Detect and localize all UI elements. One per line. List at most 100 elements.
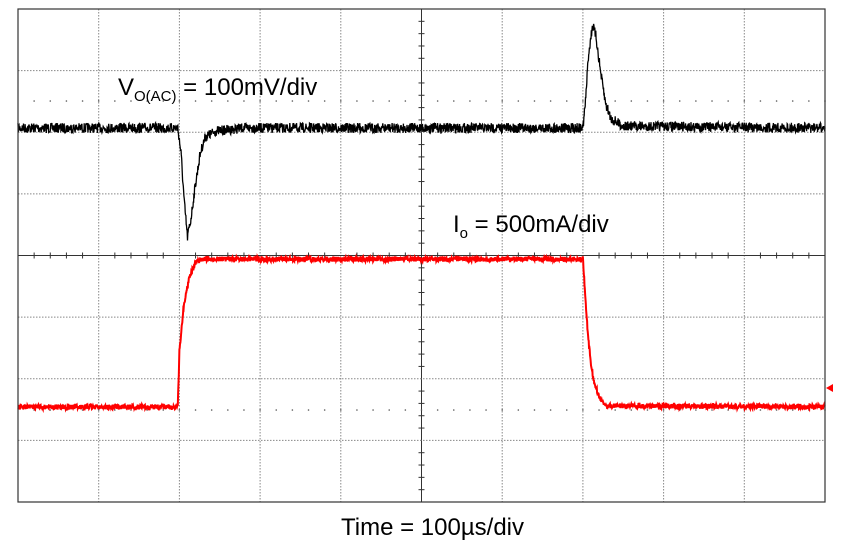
reference-dot (146, 100, 148, 102)
current-label-name: I (453, 211, 460, 238)
reference-dot (114, 100, 116, 102)
reference-dot (517, 100, 520, 102)
reference-dot (227, 409, 229, 411)
current-scale-label: Io = 500mA/div (453, 211, 609, 242)
reference-dot (808, 100, 810, 102)
reference-dot (630, 409, 633, 411)
reference-dot (162, 409, 165, 411)
reference-dot (646, 409, 649, 411)
reference-dot (614, 100, 616, 102)
reference-dot (646, 100, 649, 102)
reference-dot (243, 409, 245, 411)
reference-dot (291, 409, 294, 411)
reference-dot (291, 100, 294, 102)
reference-dot (49, 409, 52, 411)
reference-dot (323, 409, 326, 411)
reference-dot (275, 100, 278, 102)
current-label-scale: = 500mA/div (468, 211, 609, 238)
reference-dot (388, 409, 391, 411)
reference-dot (662, 409, 665, 411)
reference-dot (97, 100, 100, 102)
reference-dot (210, 409, 213, 411)
x-axis-label: Time = 100µs/div (341, 514, 525, 541)
voltage-label-sub: O(AC) (134, 88, 177, 105)
reference-dot (743, 100, 746, 102)
reference-dot (404, 100, 407, 102)
reference-dot (130, 100, 132, 102)
reference-dot (436, 409, 439, 411)
reference-dot (97, 409, 100, 411)
reference-dot (388, 100, 391, 102)
channel-2-ground-marker (826, 384, 833, 392)
reference-dot (372, 409, 374, 411)
reference-dot (565, 409, 568, 411)
reference-dot (533, 409, 536, 411)
reference-dot (452, 409, 455, 411)
current-label-sub: o (459, 225, 469, 242)
reference-dot (323, 100, 326, 102)
reference-dot (598, 409, 600, 411)
reference-dot (469, 409, 471, 411)
reference-dot (582, 100, 584, 102)
reference-dot (420, 409, 423, 411)
reference-dot (630, 100, 633, 102)
reference-dot (114, 409, 116, 411)
reference-dot (65, 100, 68, 102)
reference-dot (711, 100, 713, 102)
reference-dot (340, 409, 342, 411)
voltage-scale-label: VO(AC) = 100mV/div (118, 74, 317, 105)
reference-dot (517, 409, 520, 411)
reference-dot (162, 100, 165, 102)
reference-dot (259, 100, 261, 102)
reference-dot (501, 409, 504, 411)
reference-dot (307, 100, 310, 102)
reference-dot (695, 100, 697, 102)
reference-dot (775, 409, 778, 411)
reference-dot (678, 100, 681, 102)
reference-dot (775, 100, 778, 102)
reference-dot (759, 409, 762, 411)
reference-dot (49, 100, 52, 102)
reference-dot (598, 100, 600, 102)
reference-dot (485, 100, 487, 102)
reference-dot (727, 100, 729, 102)
reference-dot (33, 100, 35, 102)
reference-dot (711, 409, 713, 411)
voltage-label-scale: = 100mV/div (176, 74, 318, 101)
reference-dot (372, 100, 374, 102)
reference-dot (356, 409, 358, 411)
voltage-label-name: V (118, 74, 135, 101)
reference-dot (469, 100, 471, 102)
reference-dot (695, 409, 697, 411)
reference-dot (533, 100, 536, 102)
reference-dot (614, 409, 616, 411)
reference-dot (791, 409, 794, 411)
reference-dot (420, 100, 423, 102)
reference-dot (356, 100, 358, 102)
reference-dot (549, 409, 552, 411)
current-trace (17, 253, 826, 414)
reference-dot (565, 100, 568, 102)
reference-dot (549, 100, 552, 102)
reference-dot (582, 409, 584, 411)
voltage-trace (17, 23, 826, 241)
reference-dot (485, 409, 487, 411)
reference-dot (227, 100, 229, 102)
reference-dot (194, 409, 197, 411)
reference-dot (194, 100, 197, 102)
reference-dot (340, 100, 342, 102)
reference-dot (404, 409, 407, 411)
reference-dot (662, 100, 665, 102)
reference-dot (81, 100, 84, 102)
reference-dot (243, 100, 245, 102)
grid (18, 9, 826, 502)
reference-dot (275, 409, 278, 411)
reference-dot (791, 100, 794, 102)
reference-dot (452, 100, 455, 102)
reference-dot (307, 409, 310, 411)
reference-dot (436, 100, 439, 102)
plot-border (17, 8, 826, 503)
reference-dot (178, 100, 181, 102)
reference-dot (259, 409, 261, 411)
